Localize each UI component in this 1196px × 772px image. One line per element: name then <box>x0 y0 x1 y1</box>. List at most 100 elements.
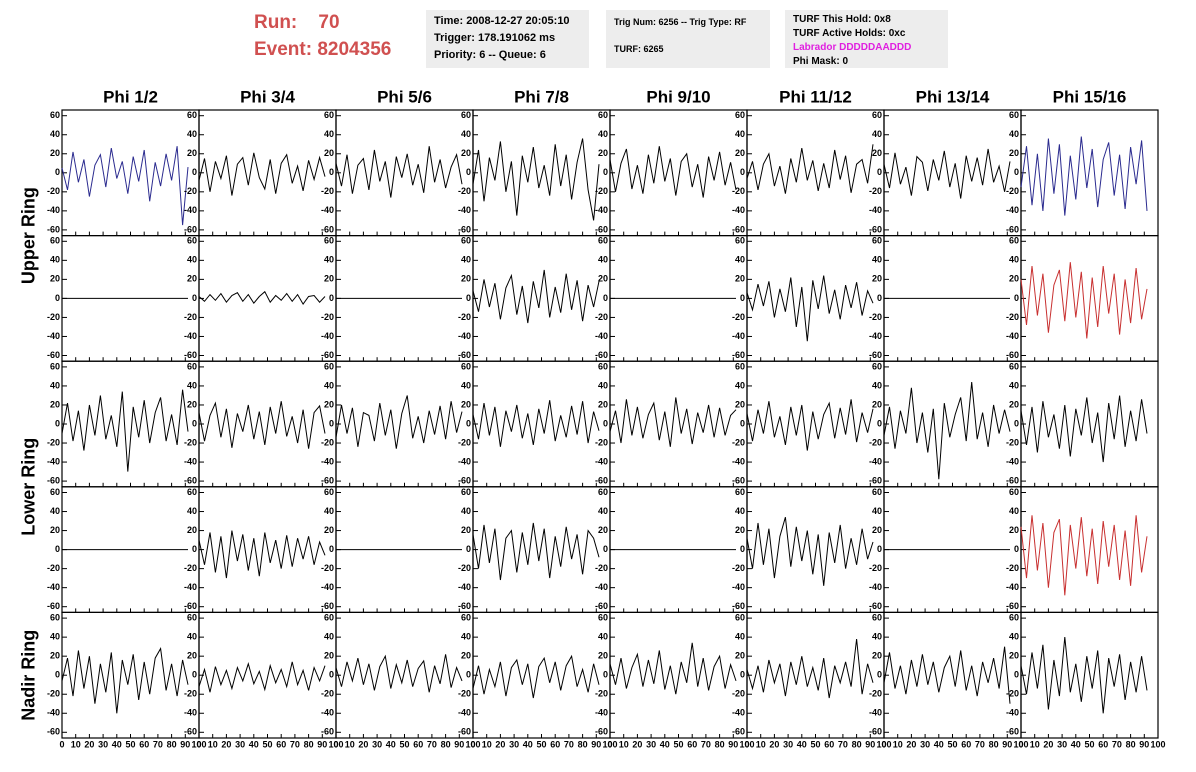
y-tick-label: 20 <box>324 148 334 158</box>
x-tick-label: 20 <box>632 739 642 749</box>
x-tick-label: 90 <box>728 739 738 749</box>
waveform <box>1020 262 1148 339</box>
y-tick-label: -20 <box>869 312 882 322</box>
y-tick-label: 20 <box>598 399 608 409</box>
y-tick-label: -20 <box>1006 563 1019 573</box>
y-tick-label: 40 <box>598 255 608 265</box>
panel-frame <box>198 235 337 362</box>
y-tick-label: -20 <box>184 312 197 322</box>
waveform <box>61 647 189 714</box>
info-line: Trig Num: 6256 -- Trig Type: RF <box>614 17 747 27</box>
y-tick-label: -20 <box>595 437 608 447</box>
column-title: Phi 11/12 <box>779 87 852 106</box>
x-tick-label: 30 <box>235 739 245 749</box>
x-tick-label: 20 <box>906 739 916 749</box>
y-tick-label: 40 <box>187 255 197 265</box>
y-tick-label: -40 <box>732 331 745 341</box>
y-tick-label: -40 <box>184 456 197 466</box>
y-tick-label: 40 <box>598 632 608 642</box>
x-tick-label: 10 <box>756 739 766 749</box>
x-tick-label: 100 <box>739 739 754 749</box>
y-tick-label: 20 <box>187 274 197 284</box>
y-tick-label: -20 <box>869 437 882 447</box>
y-tick-label: 40 <box>872 380 882 390</box>
y-tick-label: -60 <box>1006 475 1019 485</box>
y-tick-label: -40 <box>458 708 471 718</box>
info-line: Trigger: 178.191062 ms <box>434 32 556 44</box>
y-tick-label: -60 <box>47 224 60 234</box>
column-title: Phi 5/6 <box>377 87 432 106</box>
y-tick-label: 40 <box>50 506 60 516</box>
y-tick-label: 60 <box>187 361 197 371</box>
column-title: Phi 1/2 <box>103 87 158 106</box>
info-line: Priority: 6 -- Queue: 6 <box>434 49 546 61</box>
y-tick-label: -60 <box>1006 601 1019 611</box>
y-tick-label: -60 <box>47 601 60 611</box>
y-tick-label: 20 <box>50 399 60 409</box>
waveform <box>746 517 874 586</box>
y-tick-label: -20 <box>47 186 60 196</box>
y-tick-label: -60 <box>1006 224 1019 234</box>
x-tick-label: 40 <box>112 739 122 749</box>
column-title: Phi 9/10 <box>646 87 710 106</box>
y-tick-label: -40 <box>458 582 471 592</box>
y-tick-label: 60 <box>324 110 334 120</box>
y-tick-label: 0 <box>603 293 608 303</box>
y-tick-label: -20 <box>458 437 471 447</box>
x-tick-label: 40 <box>523 739 533 749</box>
x-tick-label: 50 <box>947 739 957 749</box>
y-tick-label: -60 <box>458 727 471 737</box>
y-tick-label: -20 <box>732 689 745 699</box>
y-tick-label: 20 <box>598 148 608 158</box>
x-tick-label: 100 <box>191 739 206 749</box>
ring-label: Nadir Ring <box>19 630 39 721</box>
x-tick-label: 50 <box>262 739 272 749</box>
y-tick-label: 20 <box>598 274 608 284</box>
y-tick-label: -40 <box>184 331 197 341</box>
ring-label: Upper Ring <box>19 187 39 284</box>
y-tick-label: 0 <box>740 418 745 428</box>
y-tick-label: 60 <box>735 236 745 246</box>
y-tick-label: 0 <box>466 418 471 428</box>
run-label: Run: <box>254 12 298 33</box>
y-tick-label: 40 <box>598 129 608 139</box>
x-tick-label: 80 <box>1126 739 1136 749</box>
y-tick-label: -20 <box>869 186 882 196</box>
x-tick-label: 20 <box>358 739 368 749</box>
x-tick-label: 10 <box>345 739 355 749</box>
y-tick-label: 20 <box>461 525 471 535</box>
y-tick-label: 20 <box>324 274 334 284</box>
y-tick-label: 60 <box>598 110 608 120</box>
y-tick-label: 0 <box>192 670 197 680</box>
y-tick-label: -60 <box>869 601 882 611</box>
x-tick-label: 40 <box>386 739 396 749</box>
y-tick-label: 0 <box>1014 293 1019 303</box>
y-tick-label: -60 <box>184 727 197 737</box>
y-tick-label: 40 <box>598 506 608 516</box>
x-tick-label: 80 <box>715 739 725 749</box>
y-tick-label: 20 <box>50 274 60 284</box>
y-tick-label: -60 <box>458 475 471 485</box>
y-tick-label: 20 <box>872 399 882 409</box>
x-tick-label: 60 <box>550 739 560 749</box>
y-tick-label: 40 <box>1009 506 1019 516</box>
y-tick-label: 40 <box>735 129 745 139</box>
waveform <box>335 146 463 198</box>
y-tick-label: -40 <box>732 582 745 592</box>
y-tick-label: 40 <box>50 632 60 642</box>
panel-frame <box>609 109 748 237</box>
y-tick-label: -40 <box>458 331 471 341</box>
x-tick-label: 30 <box>783 739 793 749</box>
waveform <box>1020 515 1148 596</box>
y-tick-label: 0 <box>192 167 197 177</box>
y-tick-label: -20 <box>869 563 882 573</box>
y-tick-label: 60 <box>735 612 745 622</box>
y-tick-label: 0 <box>55 544 60 554</box>
y-tick-label: 60 <box>50 487 60 497</box>
x-tick-label: 100 <box>1150 739 1165 749</box>
x-tick-label: 40 <box>1071 739 1081 749</box>
event-value: 8204356 <box>317 39 392 60</box>
panel-frame <box>198 611 337 739</box>
y-tick-label: 0 <box>192 418 197 428</box>
y-tick-label: 40 <box>50 380 60 390</box>
